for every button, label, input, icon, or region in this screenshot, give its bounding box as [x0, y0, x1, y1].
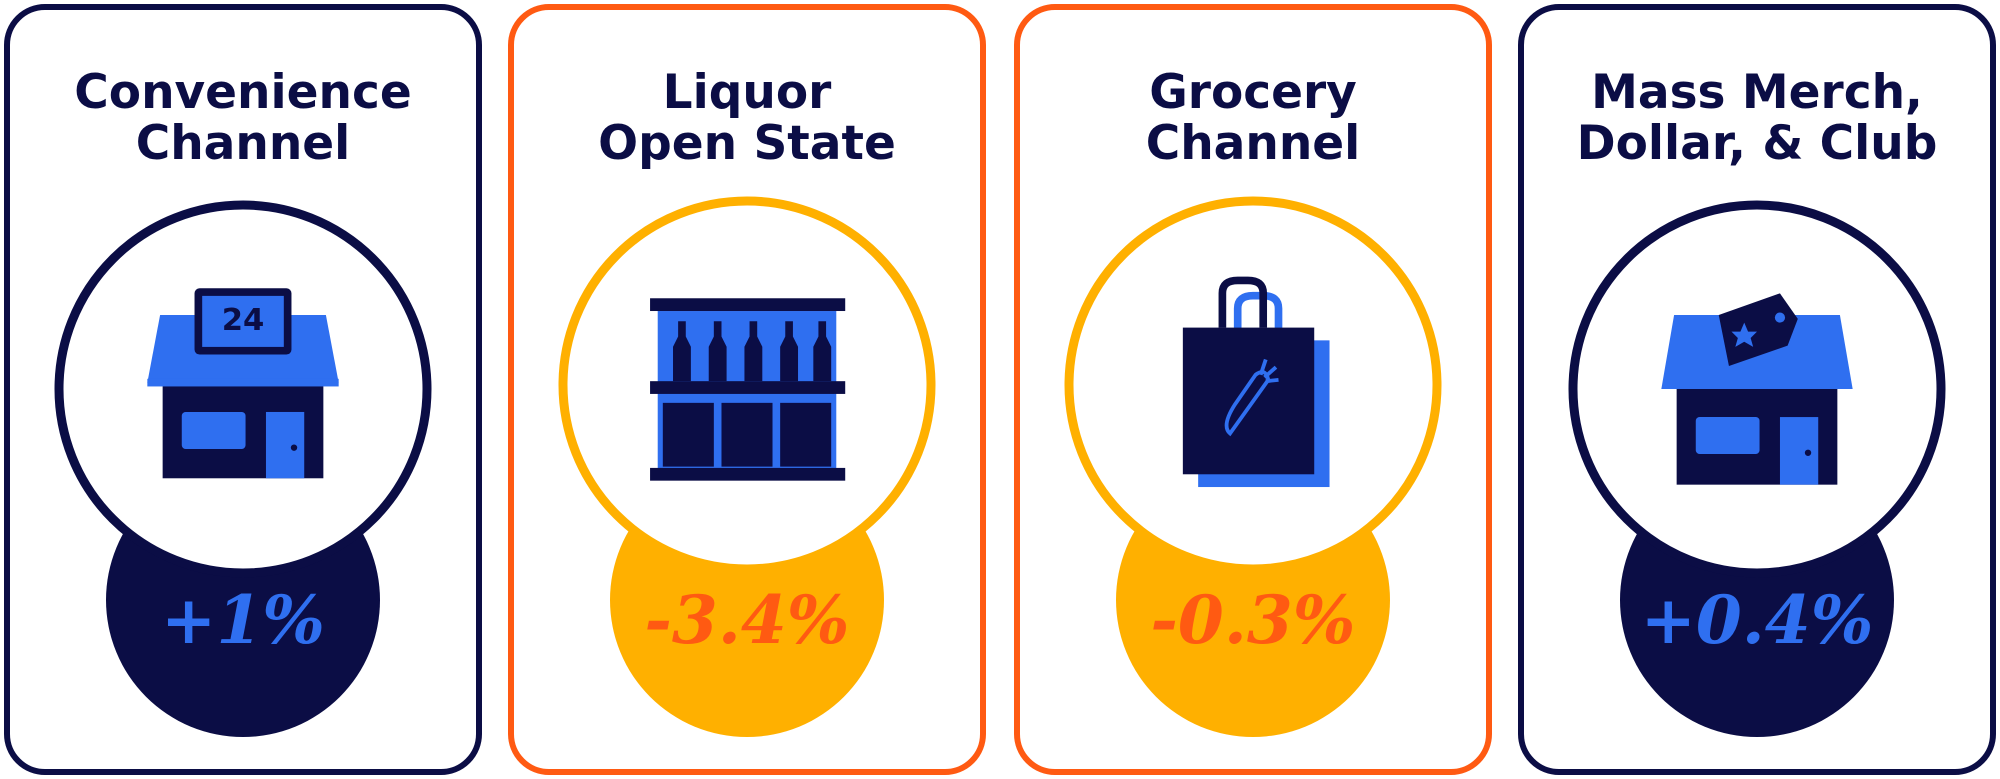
card-title: Channel: [136, 116, 351, 171]
card-title: Liquor: [663, 65, 832, 120]
card: Mass Merch, Dollar, & Club +0.4%: [1518, 4, 1996, 775]
value-label: -3.4%: [645, 581, 850, 659]
value-label: +1%: [161, 581, 325, 659]
card-title: Mass Merch,: [1591, 65, 1923, 120]
store-icon: 24: [147, 288, 339, 479]
card: Convenience Channel 24 +1%: [4, 4, 482, 775]
card-title: Grocery: [1149, 65, 1357, 120]
bag-icon: [1182, 276, 1330, 488]
card: Grocery Channel -0.3%: [1014, 4, 1492, 775]
store-tag-icon: [1661, 293, 1853, 485]
card-title: Channel: [1146, 116, 1361, 171]
card-title: Dollar, & Club: [1577, 116, 1938, 171]
svg-text:24: 24: [222, 303, 265, 338]
card-title: Convenience: [74, 65, 411, 120]
value-label: -0.3%: [1151, 581, 1356, 659]
liquor-icon: [650, 298, 846, 481]
card-title: Open State: [598, 116, 896, 171]
value-label: +0.4%: [1641, 581, 1874, 659]
card: Liquor Open State -3.4%: [508, 4, 986, 775]
